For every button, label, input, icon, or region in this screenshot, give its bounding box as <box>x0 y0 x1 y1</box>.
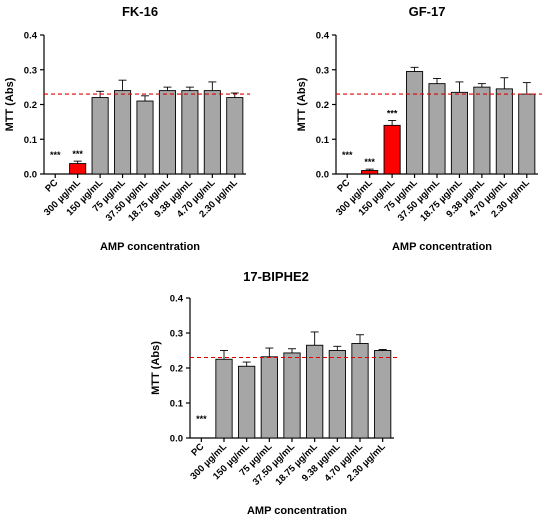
y-axis-label: MTT (Abs) <box>296 77 308 131</box>
y-tick-label: 0.3 <box>170 329 183 340</box>
bar <box>238 365 256 439</box>
bar <box>406 71 424 175</box>
y-tick-label: 0.2 <box>24 100 37 111</box>
chart-title: 17-BIPHE2 <box>243 269 309 284</box>
bar <box>450 91 468 175</box>
y-tick-label: 0.1 <box>316 135 330 146</box>
x-axis-label: AMP concentration <box>247 505 347 517</box>
bar <box>361 170 379 175</box>
bar <box>374 350 392 439</box>
bar <box>328 350 346 439</box>
significance-marker: *** <box>50 150 61 160</box>
y-tick-label: 0.3 <box>316 65 329 76</box>
y-tick-label: 0.4 <box>170 294 184 305</box>
y-tick-label: 0.2 <box>316 100 329 111</box>
bar <box>91 97 109 175</box>
y-tick-label: 0.0 <box>316 170 329 181</box>
bar <box>69 163 87 175</box>
significance-marker: *** <box>364 157 375 167</box>
x-tick-label: PC <box>43 177 60 194</box>
bar <box>306 344 324 439</box>
bar <box>260 356 278 439</box>
y-tick-label: 0.2 <box>170 364 183 375</box>
chart-title: GF-17 <box>409 4 446 19</box>
bar <box>203 90 221 175</box>
x-tick-label: PC <box>189 441 206 458</box>
y-tick-label: 0.4 <box>316 31 330 42</box>
bar <box>428 83 446 175</box>
bar <box>226 97 244 175</box>
bar <box>283 352 301 439</box>
y-axis-label: MTT (Abs) <box>4 77 16 131</box>
bar <box>181 90 199 175</box>
chart-title: FK-16 <box>122 4 158 19</box>
y-tick-label: 0.0 <box>24 170 37 181</box>
y-tick-label: 0.3 <box>24 65 37 76</box>
y-axis-label: MTT (Abs) <box>150 341 162 395</box>
bar <box>136 100 154 175</box>
y-tick-label: 0.1 <box>170 399 184 410</box>
x-axis-label: AMP concentration <box>392 241 492 253</box>
x-axis-label: AMP concentration <box>100 241 200 253</box>
bar <box>383 124 401 175</box>
y-tick-label: 0.1 <box>24 135 38 146</box>
bar <box>473 86 491 175</box>
bar <box>215 358 233 439</box>
significance-marker: *** <box>387 108 398 118</box>
bar <box>518 93 536 175</box>
bar <box>114 90 132 175</box>
bar <box>495 88 513 175</box>
bar <box>158 90 176 175</box>
x-tick-label: PC <box>335 177 352 194</box>
y-tick-label: 0.0 <box>170 434 183 445</box>
y-tick-label: 0.4 <box>24 31 38 42</box>
significance-marker: *** <box>342 150 353 160</box>
significance-marker: *** <box>72 149 83 159</box>
significance-marker: *** <box>196 414 207 424</box>
